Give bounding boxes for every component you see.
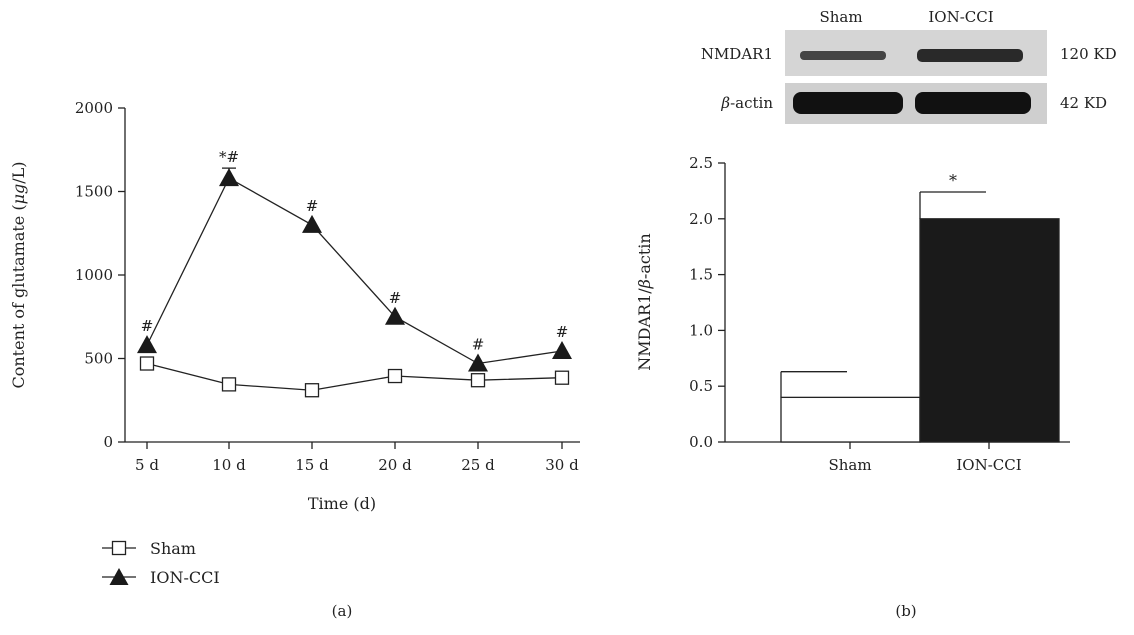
legend-a: Sham ION-CCI — [102, 539, 220, 587]
y-tick-label-a: 1000 — [75, 266, 113, 284]
x-axis-label-a: Time (d) — [308, 494, 376, 513]
blot-lane-label-ion-cci: ION-CCI — [928, 8, 993, 26]
legend-label-sham: Sham — [150, 539, 196, 558]
significance-mark-a: # — [389, 289, 402, 307]
x-tick-label-a: 25 d — [461, 456, 495, 474]
legend-marker-sham — [111, 540, 127, 556]
x-tick-label-b: Sham — [828, 456, 871, 474]
blot-size-actin: 42 KD — [1060, 94, 1107, 112]
panel-b-bar-chart: Sham ION-CCI NMDAR1 β-actin 120 KD 42 KD… — [635, 8, 1117, 620]
x-ticks-b: Sham ION-CCI — [828, 442, 1022, 474]
y-tick-label-a: 0 — [103, 433, 113, 451]
y-axis-label-b: NMDAR1/β-actin — [635, 233, 654, 370]
blot-band-actin-sham — [793, 92, 903, 114]
y-tick-label-a: 500 — [84, 350, 113, 368]
data-point-ion-cci — [137, 335, 157, 354]
series-line-ion-cci — [146, 177, 563, 365]
data-point-ion-cci — [302, 214, 322, 233]
blot-lane-label-sham: Sham — [819, 8, 862, 26]
series-layer-a: # *# # # # # — [137, 148, 572, 398]
legend-label-ion-cci: ION-CCI — [150, 568, 220, 587]
significance-mark-a: # — [141, 317, 154, 335]
x-tick-label-b: ION-CCI — [956, 456, 1021, 474]
panel-label-a: (a) — [332, 602, 353, 620]
significance-mark-a: # — [472, 336, 485, 354]
y-tick-label-b: 1.0 — [689, 321, 713, 339]
significance-mark-a: # — [556, 323, 569, 341]
data-point-sham — [221, 377, 237, 392]
series-line-sham — [146, 362, 563, 391]
data-point-sham — [139, 356, 155, 371]
data-point-ion-cci — [219, 168, 239, 187]
blot-band-nmdar1-sham — [800, 51, 886, 60]
bars-layer-b: * — [780, 171, 1060, 443]
significance-mark-a: # — [306, 197, 319, 215]
y-tick-label-a: 1500 — [75, 183, 113, 201]
y-tick-label-b: 0.0 — [689, 433, 713, 451]
data-point-sham — [304, 383, 320, 398]
significance-mark-b: * — [949, 171, 957, 190]
data-point-ion-cci — [552, 340, 572, 359]
blot-band-nmdar1-ion-cci — [917, 49, 1023, 62]
x-tick-label-a: 5 d — [135, 456, 159, 474]
data-point-sham — [387, 368, 403, 384]
y-tick-label-b: 2.5 — [689, 154, 713, 172]
x-tick-label-a: 30 d — [545, 456, 579, 474]
data-point-sham — [470, 373, 486, 388]
blot-size-nmdar1: 120 KD — [1060, 45, 1117, 63]
western-blot: Sham ION-CCI NMDAR1 β-actin 120 KD 42 KD — [701, 8, 1117, 124]
data-point-ion-cci — [468, 353, 488, 372]
significance-mark-a: *# — [219, 148, 239, 166]
x-tick-label-a: 20 d — [378, 456, 412, 474]
panel-label-b: (b) — [895, 602, 916, 620]
x-ticks-a: 5 d 10 d 15 d 20 d 25 d 30 d — [135, 442, 579, 474]
x-tick-label-a: 10 d — [212, 456, 246, 474]
y-tick-label-b: 1.5 — [689, 266, 713, 284]
data-point-sham — [554, 370, 570, 385]
blot-band-actin-ion-cci — [915, 92, 1031, 114]
bar-ion-cci — [919, 218, 1060, 443]
bar-sham — [780, 396, 921, 443]
y-axis-label-a: Content of glutamate (μg/L) — [9, 161, 28, 388]
y-ticks-b: 0.0 0.5 1.0 1.5 2.0 2.5 — [689, 154, 725, 451]
y-tick-label-a: 2000 — [75, 99, 113, 117]
blot-row-label-nmdar1: NMDAR1 — [701, 45, 773, 63]
x-tick-label-a: 15 d — [295, 456, 329, 474]
data-point-ion-cci — [385, 306, 405, 325]
blot-row-label-actin: β-actin — [720, 94, 773, 112]
y-ticks-a: 0 500 1000 1500 2000 — [75, 99, 125, 451]
panel-a-line-chart: 0 500 1000 1500 2000 5 d 10 d 15 d 20 d 25 d 30 d… — [9, 99, 580, 620]
legend-marker-ion-cci — [109, 568, 129, 585]
y-tick-label-b: 2.0 — [689, 210, 713, 228]
y-tick-label-b: 0.5 — [689, 377, 713, 395]
